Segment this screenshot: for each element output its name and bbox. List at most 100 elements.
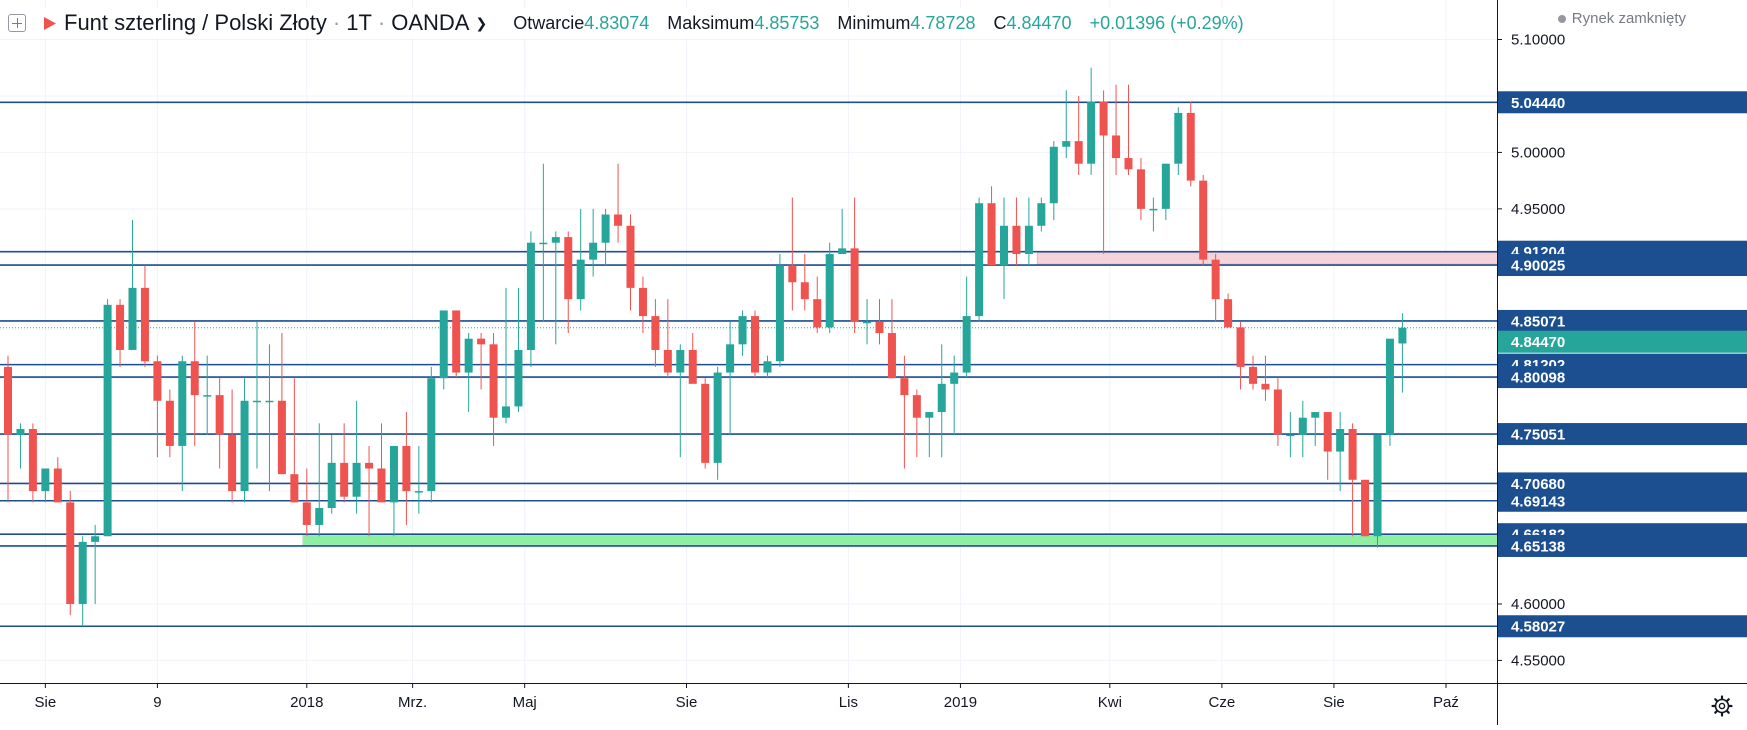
separator-dot: · — [377, 10, 386, 35]
candle-body — [203, 395, 212, 397]
candle — [626, 214, 635, 311]
candle — [190, 321, 199, 446]
candle — [1323, 412, 1332, 480]
level-price-label: 4.65138 — [1511, 538, 1565, 555]
chevron-down-icon[interactable]: ❯ — [475, 14, 488, 31]
candle-body — [103, 304, 112, 537]
candle-body — [1385, 338, 1394, 435]
candle-body — [91, 536, 100, 542]
candle-body — [464, 338, 473, 373]
candle-body — [1087, 101, 1096, 164]
candle-body — [1099, 101, 1108, 136]
candle — [1149, 197, 1158, 232]
candle-body — [800, 282, 809, 300]
symbol-title[interactable]: Funt szterling / Polski Złoty — [64, 10, 327, 35]
candle-body — [1024, 225, 1033, 255]
candle-body — [850, 248, 859, 322]
candle — [1373, 434, 1382, 548]
candle-body — [1298, 417, 1307, 435]
candle — [576, 208, 585, 311]
candle-body — [290, 474, 299, 503]
close-label: C — [993, 12, 1007, 33]
candle — [1261, 355, 1270, 401]
candle — [265, 344, 274, 492]
candle-body — [228, 434, 237, 492]
candle — [713, 366, 722, 480]
candle-body — [277, 400, 286, 475]
interval-label[interactable]: 1T — [346, 10, 372, 35]
candle-body — [863, 321, 872, 324]
candle-body — [340, 462, 349, 497]
candle-body — [1199, 180, 1208, 260]
candle-body — [887, 333, 896, 379]
horizontal-levels — [0, 101, 1497, 628]
x-tick-label: Sie — [676, 694, 698, 711]
candle-body — [701, 383, 710, 463]
y-tick-label: 4.55000 — [1511, 652, 1565, 669]
level-price-label-box — [1498, 472, 1747, 495]
candle-body — [1186, 112, 1195, 181]
candle-body — [564, 237, 573, 300]
candle — [539, 163, 548, 322]
candle-body — [140, 287, 149, 362]
candle — [738, 310, 747, 356]
source-label[interactable]: OANDA — [391, 10, 470, 35]
crosshair-plus-icon[interactable] — [8, 14, 26, 32]
candle-body — [1124, 158, 1133, 170]
candle — [514, 287, 523, 413]
candle — [4, 355, 12, 503]
settings-gear-icon[interactable] — [1711, 695, 1733, 717]
grid-lines — [0, 0, 1497, 683]
candle-body — [1074, 141, 1083, 164]
candle — [1211, 254, 1220, 322]
candle — [1049, 141, 1058, 221]
candle-body — [925, 412, 934, 418]
candle-body — [427, 378, 436, 492]
level-price-label-box — [1498, 366, 1747, 389]
candle-body — [626, 225, 635, 288]
candle-body — [987, 203, 996, 266]
candle-body — [775, 265, 784, 362]
candle-body — [116, 304, 125, 350]
candle-body — [1136, 169, 1145, 209]
candle — [153, 355, 162, 458]
candle — [165, 389, 174, 458]
candle — [825, 242, 834, 334]
candle — [1249, 355, 1257, 390]
candle — [1037, 197, 1046, 232]
candle — [1012, 197, 1021, 266]
candle-body — [1286, 434, 1295, 437]
chart-legend: Funt szterling / Polski Złoty · 1T · OAN… — [8, 8, 1244, 38]
candle-body — [551, 237, 560, 243]
low-label: Minimum — [837, 12, 911, 33]
candle — [116, 299, 125, 367]
candle-body — [726, 344, 735, 373]
candle-body — [875, 321, 884, 334]
candle-body — [962, 316, 971, 373]
candles — [4, 67, 1407, 627]
candle — [365, 445, 374, 537]
candle-body — [1348, 428, 1357, 480]
candle-body — [1161, 163, 1170, 209]
candle-body — [439, 310, 448, 379]
candle — [1087, 67, 1096, 175]
level-price-label-box — [1498, 91, 1747, 114]
candle-body — [763, 361, 772, 373]
x-tick-label: 2018 — [290, 694, 323, 711]
candle-body — [614, 214, 623, 226]
candle — [315, 423, 324, 537]
candle-body — [788, 265, 797, 283]
candle — [203, 355, 212, 435]
candle — [663, 299, 672, 379]
candle-body — [1236, 327, 1245, 367]
candle — [638, 276, 647, 334]
x-tick-label: Maj — [513, 694, 537, 711]
candle — [875, 299, 884, 345]
candle — [614, 163, 623, 243]
candle-body — [240, 400, 249, 492]
candle-body — [1112, 135, 1121, 159]
candle — [464, 333, 473, 413]
candle-body — [489, 344, 498, 418]
